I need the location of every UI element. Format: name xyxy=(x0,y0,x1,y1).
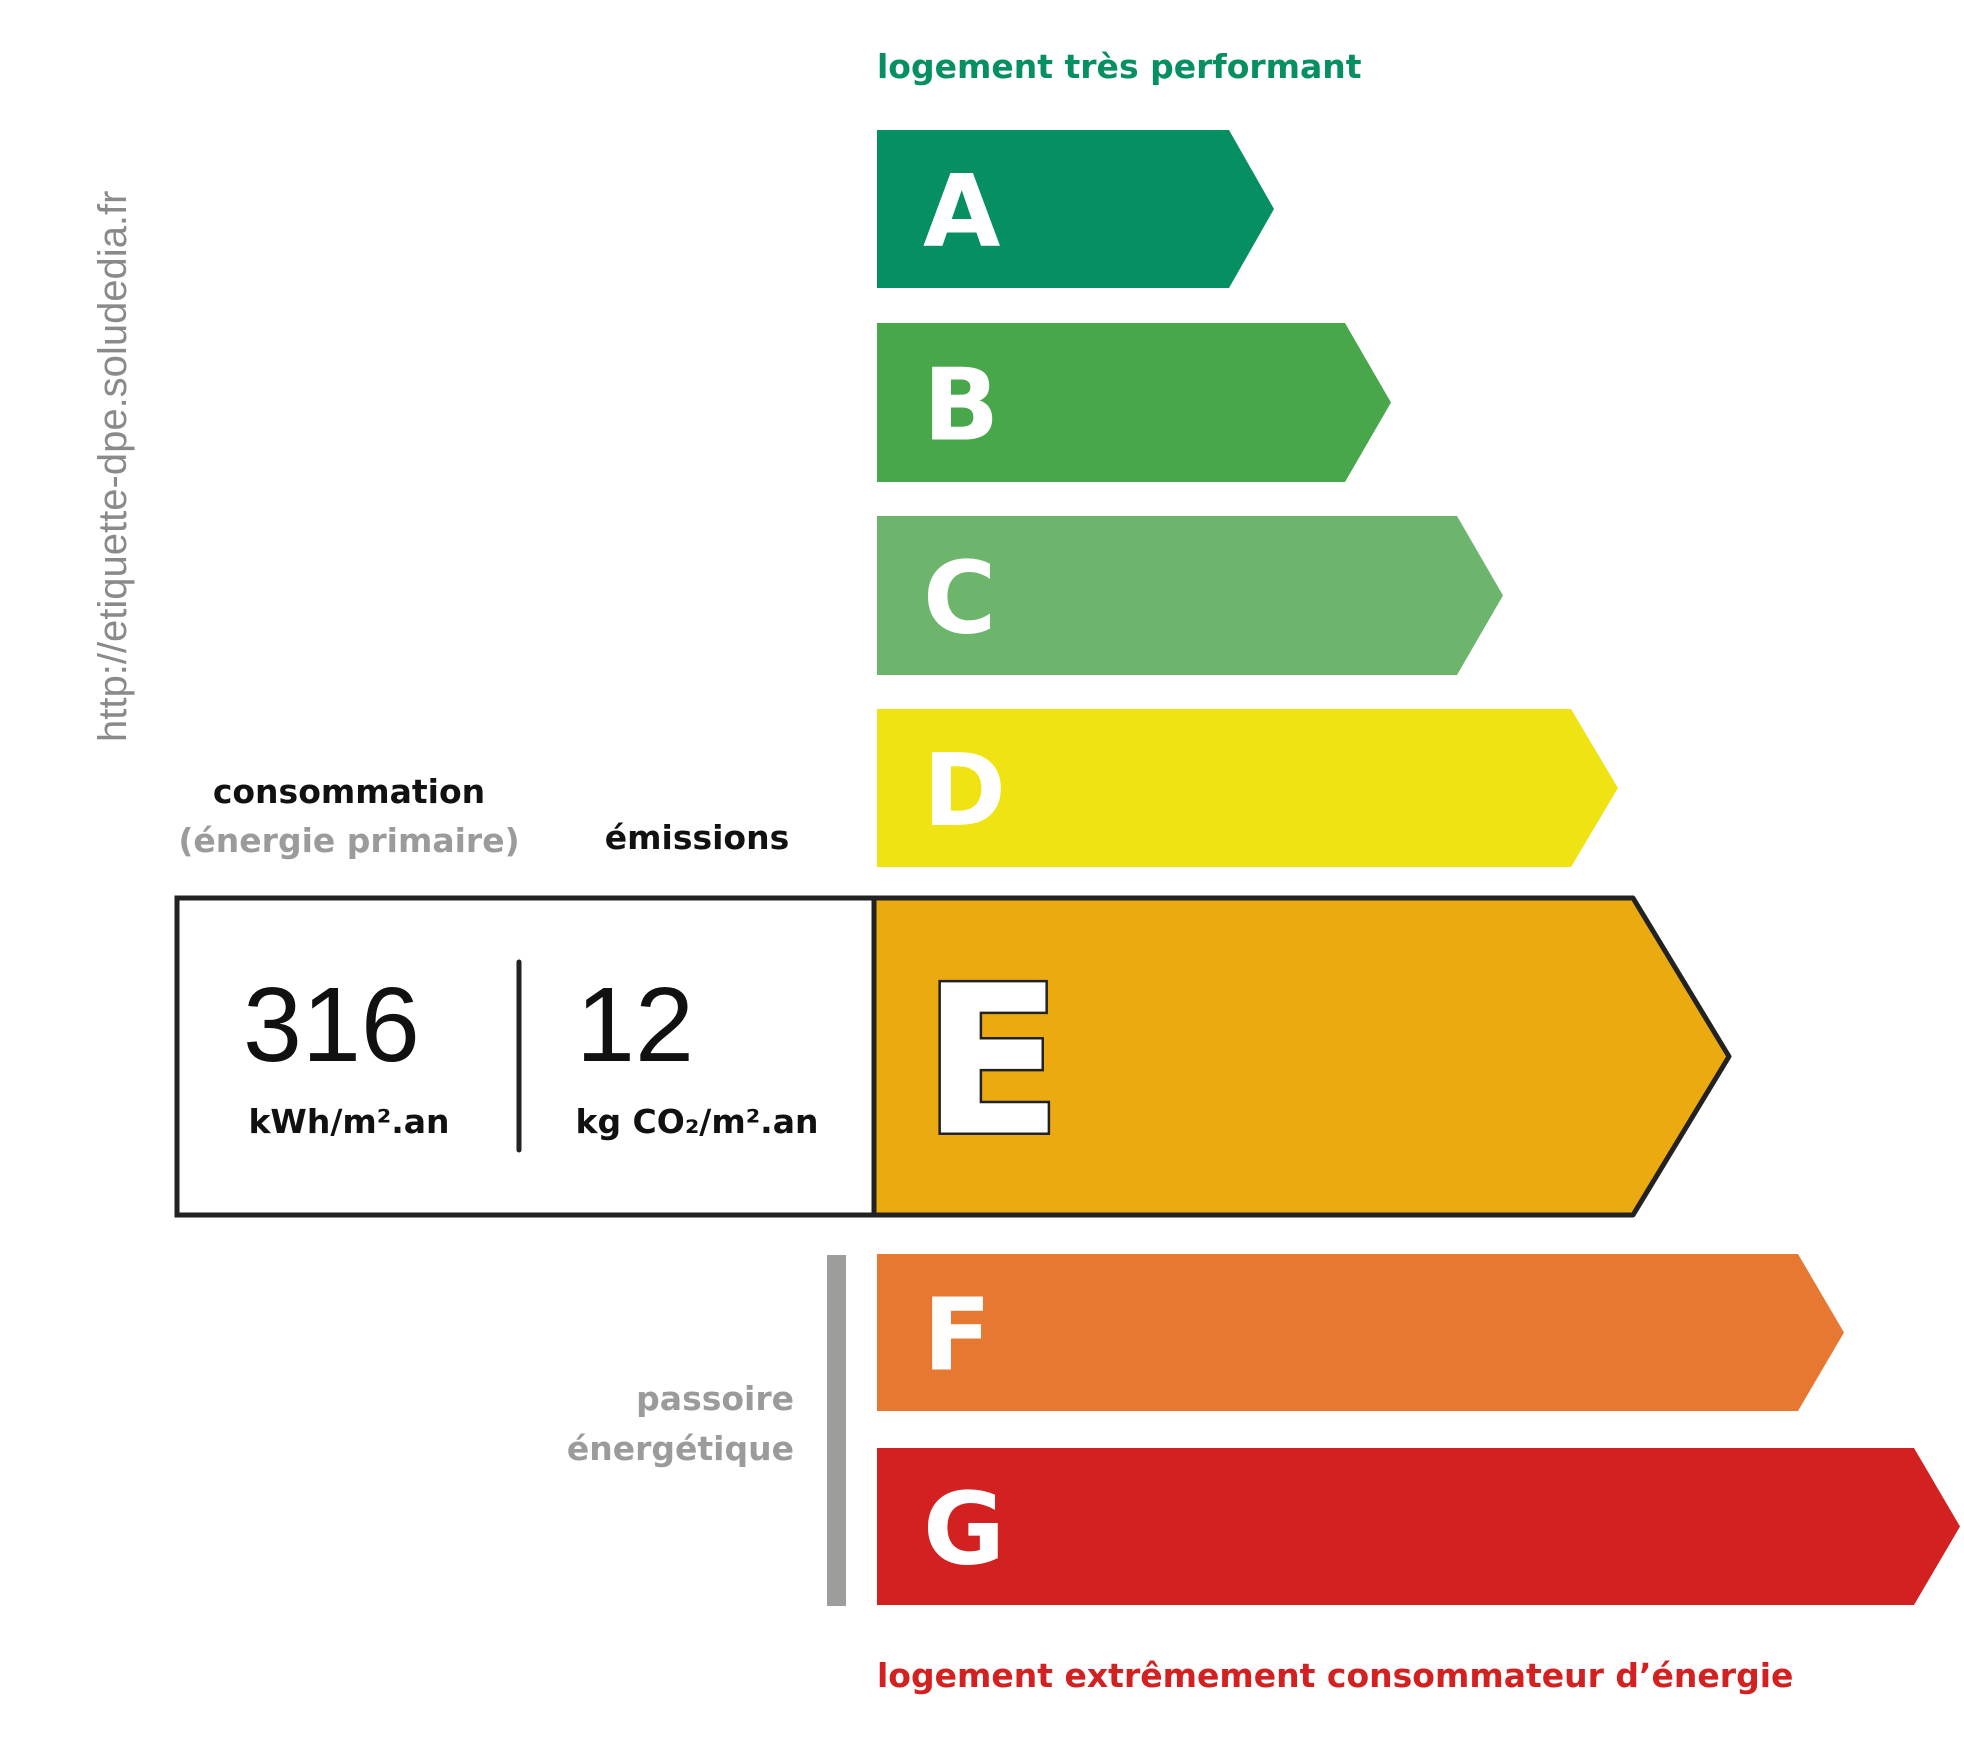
emissions-value: 12 xyxy=(576,966,694,1084)
top-label: logement très performant xyxy=(877,47,1362,86)
consumption-title: consommation xyxy=(213,772,485,811)
emissions-unit: kg CO₂/m².an xyxy=(576,1102,819,1141)
values-box xyxy=(174,895,877,1218)
passoire-line1: passoire xyxy=(636,1379,794,1418)
energy-class-bar-a xyxy=(877,130,1274,288)
energy-class-letter-g: G xyxy=(923,1471,1005,1588)
energy-class-letter-d: D xyxy=(923,732,1006,849)
consumption-value: 316 xyxy=(243,966,420,1084)
url-watermark: http://etiquette-dpe.soludedia.fr xyxy=(91,191,135,742)
consumption-unit: kWh/m².an xyxy=(248,1102,449,1141)
emissions-title: émissions xyxy=(605,818,789,857)
energy-class-letter-a: A xyxy=(923,153,1000,270)
energy-class-letter-f: F xyxy=(923,1277,991,1394)
bottom-label: logement extrêmement consommateur d’éner… xyxy=(877,1656,1793,1695)
passoire-bar xyxy=(827,1255,846,1606)
energy-class-letter-b: B xyxy=(923,347,999,464)
energy-class-bar-g xyxy=(877,1448,1960,1605)
energy-class-letter-c: C xyxy=(923,540,996,657)
consumption-subtitle: (énergie primaire) xyxy=(178,821,519,860)
passoire-line2: énergétique xyxy=(567,1429,794,1468)
energy-class-bar-d xyxy=(877,709,1618,867)
energy-class-bar-f xyxy=(877,1254,1844,1411)
energy-class-bar-c xyxy=(877,516,1503,675)
energy-class-bar-b xyxy=(877,323,1391,482)
energy-class-letter-e: E xyxy=(922,942,1063,1182)
